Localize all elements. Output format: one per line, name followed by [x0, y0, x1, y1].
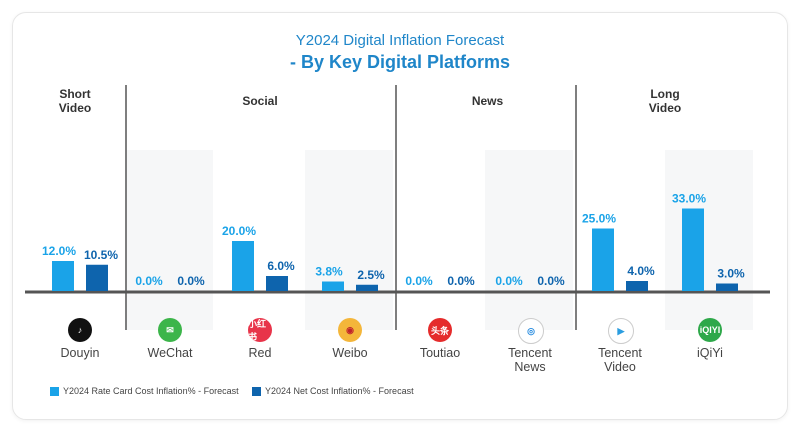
data-label: 0.0% [537, 274, 565, 288]
data-label: 6.0% [267, 259, 295, 273]
data-label: 0.0% [135, 274, 163, 288]
toutiao-logo-icon: 头条 [428, 318, 452, 342]
data-label: 2.5% [357, 268, 385, 282]
data-label: 0.0% [447, 274, 475, 288]
bar-net-douyin [86, 264, 108, 291]
category-label: Toutiao [419, 346, 461, 360]
group-label-short-video: Short Video [58, 87, 92, 115]
data-label: 3.0% [717, 267, 745, 281]
tencent-news-logo-icon: ◎ [518, 318, 544, 344]
column-shade [665, 150, 753, 330]
legend-label: Y2024 Net Cost Inflation% - Forecast [265, 386, 414, 396]
data-label: 0.0% [495, 274, 523, 288]
iqiyi-logo-icon: iQIYI [698, 318, 722, 342]
data-label: 20.0% [222, 224, 256, 238]
data-label: 25.0% [582, 212, 616, 226]
tencent-video-logo-icon: ▶ [608, 318, 634, 344]
data-label: 12.0% [42, 244, 76, 258]
chart-title: Y2024 Digital Inflation Forecast [295, 32, 505, 49]
bar-net-iqiyi [716, 283, 738, 291]
category-label: Weibo [332, 346, 368, 360]
legend-swatch [252, 386, 261, 396]
bar-net-red [266, 276, 288, 291]
group-label-news: News [471, 94, 504, 108]
category-label: Tencent Video [598, 346, 642, 374]
category-label: iQiYi [697, 346, 723, 360]
group-label-social: Social [242, 94, 278, 108]
red-logo-icon: 小红书 [248, 318, 272, 342]
column-shade [125, 150, 213, 330]
data-label: 0.0% [405, 274, 433, 288]
category-label: Red [248, 346, 272, 360]
column-shade [485, 150, 573, 330]
weibo-logo-icon: ◉ [338, 318, 362, 342]
bar-rate-douyin [52, 261, 74, 291]
douyin-logo-icon: ♪ [68, 318, 92, 342]
bar-net-weibo [356, 284, 378, 291]
data-label: 0.0% [177, 274, 205, 288]
chart-subtitle: - By Key Digital Platforms [289, 52, 511, 72]
bar-rate-tencent-video [592, 228, 614, 291]
bar-rate-weibo [322, 281, 344, 291]
bar-rate-iqiyi [682, 208, 704, 291]
bar-rate-red [232, 241, 254, 291]
chart-card [12, 12, 788, 420]
data-label: 10.5% [84, 248, 118, 262]
legend-swatch [50, 386, 59, 396]
data-label: 33.0% [672, 192, 706, 206]
bar-net-tencent-video [626, 281, 648, 291]
legend-label: Y2024 Rate Card Cost Inflation% - Foreca… [63, 386, 239, 396]
wechat-logo-icon: ✉ [158, 318, 182, 342]
legend-item-rate-card: Y2024 Rate Card Cost Inflation% - Foreca… [50, 386, 239, 396]
legend-item-net-cost: Y2024 Net Cost Inflation% - Forecast [252, 386, 414, 396]
data-label: 4.0% [627, 264, 655, 278]
category-label: WeChat [147, 346, 193, 360]
category-label: Tencent News [508, 346, 552, 374]
column-shade [305, 150, 393, 330]
data-label: 3.8% [315, 265, 343, 279]
category-label: Douyin [60, 346, 100, 360]
group-label-long-video: Long Video [648, 87, 682, 115]
